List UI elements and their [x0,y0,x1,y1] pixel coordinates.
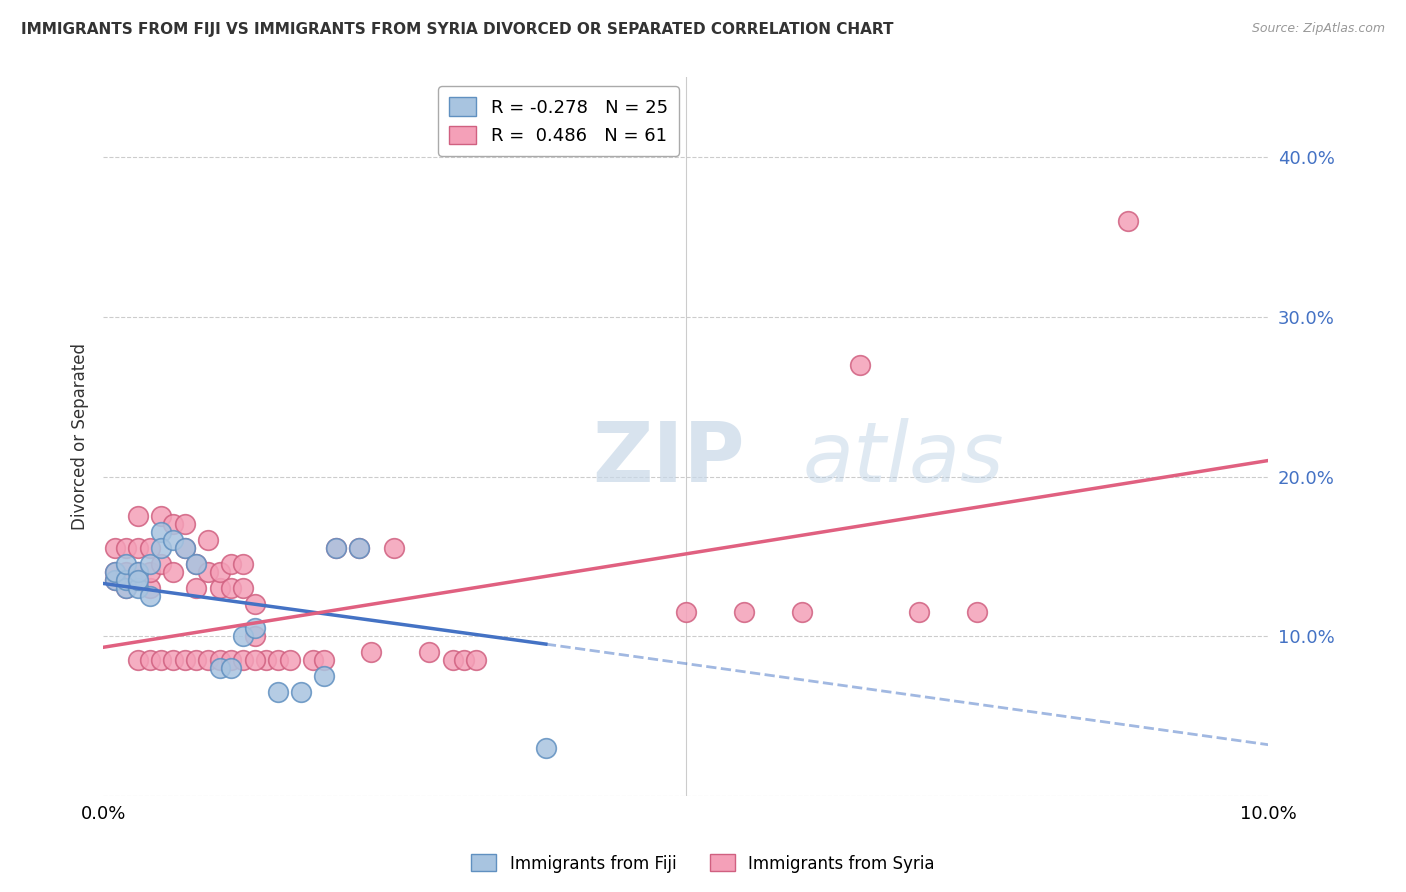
Point [138,558,160,572]
Point [127,509,149,524]
Point [792,605,814,619]
Text: IMMIGRANTS FROM FIJI VS IMMIGRANTS FROM SYRIA DIVORCED OR SEPARATED CORRELATION : IMMIGRANTS FROM FIJI VS IMMIGRANTS FROM … [21,22,894,37]
Point [208,581,231,595]
Point [127,574,149,588]
Point [173,541,195,556]
Point [127,566,149,580]
Point [173,541,195,556]
Point [232,558,254,572]
Point [104,541,127,556]
Point [186,653,208,667]
Point [314,653,336,667]
Point [243,653,266,667]
Point [115,558,138,572]
Point [115,581,138,595]
Point [162,653,184,667]
Point [115,574,138,588]
Point [314,669,336,683]
Point [325,541,347,556]
Point [115,581,138,595]
Point [150,541,173,556]
Text: Source: ZipAtlas.com: Source: ZipAtlas.com [1251,22,1385,36]
Point [162,533,184,548]
Point [675,605,697,619]
Point [966,605,988,619]
Point [115,541,138,556]
Point [243,629,266,643]
Point [150,653,173,667]
Point [127,581,149,595]
Point [907,605,929,619]
Point [197,533,219,548]
Point [150,509,173,524]
Text: atlas: atlas [803,417,1004,499]
Point [849,358,872,372]
Point [534,740,557,755]
Point [138,589,160,603]
Point [138,566,160,580]
Point [138,541,160,556]
Point [173,517,195,532]
Y-axis label: Divorced or Separated: Divorced or Separated [72,343,89,530]
Point [138,581,160,595]
Point [186,558,208,572]
Point [1118,214,1140,228]
Text: ZIP: ZIP [592,417,745,499]
Point [150,525,173,540]
Point [197,566,219,580]
Point [325,541,347,556]
Point [441,653,464,667]
Point [453,653,475,667]
Point [384,541,406,556]
Legend: Immigrants from Fiji, Immigrants from Syria: Immigrants from Fiji, Immigrants from Sy… [465,847,941,880]
Point [349,541,371,556]
Point [208,661,231,675]
Point [208,566,231,580]
Point [104,574,127,588]
Point [104,566,127,580]
Point [243,597,266,611]
Point [186,581,208,595]
Point [733,605,755,619]
Point [104,566,127,580]
Point [232,653,254,667]
Point [267,685,290,699]
Point [232,581,254,595]
Legend: R = -0.278   N = 25, R =  0.486   N = 61: R = -0.278 N = 25, R = 0.486 N = 61 [439,87,679,156]
Point [162,566,184,580]
Point [208,653,231,667]
Point [162,517,184,532]
Point [186,558,208,572]
Point [219,581,242,595]
Point [232,629,254,643]
Point [278,653,301,667]
Point [219,558,242,572]
Point [360,645,382,659]
Point [138,653,160,667]
Point [301,653,323,667]
Point [104,574,127,588]
Point [219,661,242,675]
Point [115,566,138,580]
Point [127,653,149,667]
Point [465,653,488,667]
Point [267,653,290,667]
Point [173,653,195,667]
Point [243,621,266,635]
Point [150,558,173,572]
Point [254,653,277,667]
Point [290,685,312,699]
Point [127,541,149,556]
Point [197,653,219,667]
Point [418,645,440,659]
Point [219,653,242,667]
Point [349,541,371,556]
Point [127,566,149,580]
